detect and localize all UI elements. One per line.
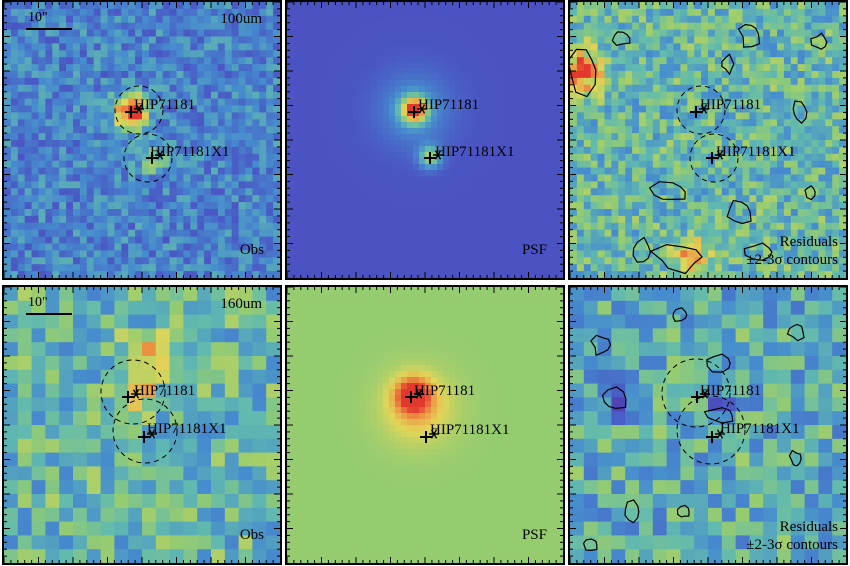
source-label-secondary: HIP71181X1	[147, 421, 227, 437]
dashed-circle-icon	[689, 133, 739, 183]
asterisk-marker-icon	[134, 104, 144, 114]
source-label-secondary: HIP71181X1	[150, 144, 230, 160]
pixel-grid	[570, 2, 846, 278]
panel-100um-psf: PSF HIP71181 HIP71181X1	[285, 0, 565, 280]
pixel-grid	[287, 287, 563, 563]
source-label-secondary: HIP71181X1	[430, 422, 510, 438]
psf-label: PSF	[521, 527, 547, 543]
asterisk-marker-icon	[147, 429, 157, 439]
plus-marker-icon	[690, 106, 702, 118]
source-label-secondary: HIP71181X1	[720, 421, 800, 437]
panel-100um-obs: 10" 100um Obs HIP71181 HIP71181X1	[2, 0, 282, 280]
obs-label: Obs	[239, 527, 264, 543]
scale-label: 10"	[28, 295, 48, 310]
asterisk-marker-icon	[417, 104, 427, 114]
plus-marker-icon	[706, 152, 718, 164]
dashed-circle-icon	[114, 85, 164, 135]
source-label-primary: HIP71181	[700, 383, 762, 399]
pixel-grid	[4, 2, 280, 278]
band-label: 160um	[220, 296, 262, 312]
asterisk-marker-icon	[429, 429, 439, 439]
plus-marker-icon	[420, 431, 432, 443]
asterisk-marker-icon	[715, 150, 725, 160]
source-label-primary: HIP71181	[414, 383, 476, 399]
residuals-label: Residuals	[779, 234, 838, 250]
source-label-primary: HIP71181	[700, 97, 762, 113]
panel-160um-residuals: Residuals ±2-3σ contours HIP71181 HIP711…	[568, 285, 848, 565]
pixel-grid	[570, 287, 846, 563]
plus-marker-icon	[122, 391, 134, 403]
plus-marker-icon	[146, 152, 158, 164]
asterisk-marker-icon	[155, 150, 165, 160]
plus-marker-icon	[424, 152, 436, 164]
dashed-circle-icon	[676, 85, 726, 135]
axis-ticks	[570, 2, 846, 278]
panel-100um-residuals: Residuals ±2-3σ contours HIP71181 HIP711…	[568, 0, 848, 280]
axis-ticks	[287, 287, 563, 563]
contour-layer	[570, 23, 828, 275]
pixel-grid	[287, 2, 563, 278]
scale-bar	[26, 28, 72, 30]
pixel-map	[4, 2, 280, 278]
asterisk-marker-icon	[131, 389, 141, 399]
plus-marker-icon	[405, 391, 417, 403]
psf-label: PSF	[521, 242, 547, 258]
dashed-circle-icon	[123, 133, 173, 183]
contour-layer	[582, 307, 805, 552]
dashed-circle-icon	[112, 398, 178, 464]
plus-marker-icon	[691, 391, 703, 403]
asterisk-marker-icon	[715, 429, 725, 439]
plus-marker-icon	[706, 431, 718, 443]
plus-marker-icon	[408, 106, 420, 118]
obs-label: Obs	[239, 242, 264, 258]
asterisk-marker-icon	[699, 104, 709, 114]
asterisk-marker-icon	[433, 150, 443, 160]
residual-map	[570, 287, 846, 563]
pixel-grid	[4, 287, 280, 563]
plus-marker-icon	[138, 431, 150, 443]
source-label-primary: HIP71181	[418, 97, 480, 113]
axis-ticks	[4, 287, 280, 563]
contours-label: ±2-3σ contours	[746, 537, 838, 553]
source-label-secondary: HIP71181X1	[435, 144, 515, 160]
psf-map	[287, 2, 563, 278]
contours-label: ±2-3σ contours	[746, 252, 838, 268]
panel-160um-psf: PSF HIP71181 HIP71181X1	[285, 285, 565, 565]
source-label-primary: HIP71181	[134, 97, 196, 113]
axis-ticks	[287, 2, 563, 278]
scale-bar	[26, 313, 72, 315]
dashed-circle-icon	[661, 358, 731, 428]
pixel-map	[4, 287, 280, 563]
panel-160um-obs: 10" 160um Obs HIP71181 HIP71181X1	[2, 285, 282, 565]
dashed-circle-icon	[100, 359, 166, 425]
asterisk-marker-icon	[414, 389, 424, 399]
asterisk-marker-icon	[700, 389, 710, 399]
source-label-primary: HIP71181	[134, 383, 196, 399]
band-label: 100um	[220, 11, 262, 27]
scale-label: 10"	[28, 10, 48, 25]
dashed-circle-icon	[676, 395, 746, 465]
axis-ticks	[4, 2, 280, 278]
axis-ticks	[570, 287, 846, 563]
residual-map	[570, 2, 846, 278]
psf-map	[287, 287, 563, 563]
residuals-label: Residuals	[779, 519, 838, 535]
source-label-secondary: HIP71181X1	[716, 144, 796, 160]
plus-marker-icon	[125, 106, 137, 118]
